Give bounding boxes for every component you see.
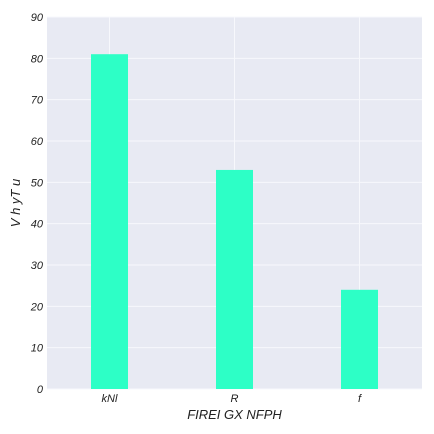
bar-1: [216, 169, 253, 389]
bars: [91, 54, 378, 389]
x-tick-label: f: [358, 393, 362, 405]
y-tick-label: 60: [31, 136, 44, 148]
x-tick-label: R: [231, 393, 239, 405]
y-tick-label: 40: [31, 219, 44, 231]
bar-0: [91, 54, 128, 389]
y-tick-label: 20: [30, 301, 44, 313]
y-axis-title: V h yT u: [8, 179, 23, 227]
y-tick-labels: 0 10 20 30 40 50 60 70 80 90: [30, 12, 44, 396]
y-tick-label: 70: [31, 95, 44, 107]
y-tick-label: 50: [31, 177, 44, 189]
y-tick-label: 80: [31, 53, 44, 65]
y-tick-label: 30: [31, 260, 44, 272]
y-tick-label: 90: [31, 12, 44, 24]
bar-2: [341, 289, 378, 389]
x-axis-title: FIREI GX NFPH: [187, 407, 282, 422]
y-tick-label: 10: [31, 343, 44, 355]
y-tick-label: 0: [37, 384, 44, 396]
x-tick-label: kNl: [102, 393, 118, 405]
